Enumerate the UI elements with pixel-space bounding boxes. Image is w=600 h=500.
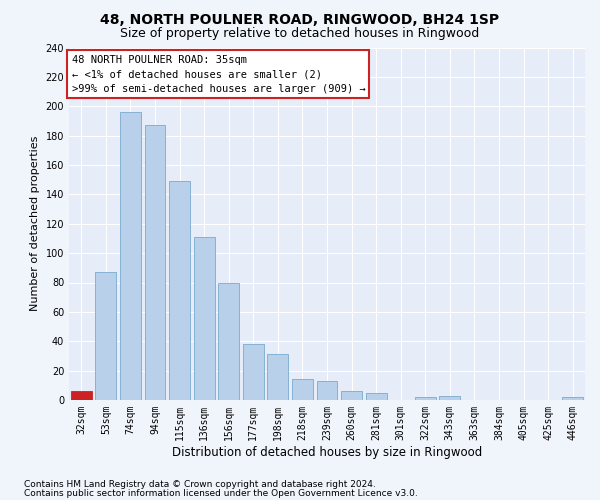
Bar [415, 397, 436, 400]
Bar [71, 391, 92, 400]
Text: 48 NORTH POULNER ROAD: 35sqm
← <1% of detached houses are smaller (2)
>99% of se: 48 NORTH POULNER ROAD: 35sqm ← <1% of de… [71, 54, 365, 94]
Bar [317, 381, 337, 400]
Text: Size of property relative to detached houses in Ringwood: Size of property relative to detached ho… [121, 28, 479, 40]
Bar [194, 237, 215, 400]
Bar [562, 397, 583, 400]
Bar [243, 344, 264, 400]
Bar [95, 272, 116, 400]
Bar [120, 112, 141, 400]
X-axis label: Distribution of detached houses by size in Ringwood: Distribution of detached houses by size … [172, 446, 482, 458]
Bar [292, 380, 313, 400]
Bar [365, 392, 386, 400]
Bar [145, 126, 166, 400]
Bar [169, 181, 190, 400]
Y-axis label: Number of detached properties: Number of detached properties [30, 136, 40, 312]
Bar [341, 391, 362, 400]
Text: Contains public sector information licensed under the Open Government Licence v3: Contains public sector information licen… [24, 488, 418, 498]
Bar [218, 282, 239, 400]
Text: 48, NORTH POULNER ROAD, RINGWOOD, BH24 1SP: 48, NORTH POULNER ROAD, RINGWOOD, BH24 1… [100, 12, 500, 26]
Bar [439, 396, 460, 400]
Bar [268, 354, 289, 400]
Text: Contains HM Land Registry data © Crown copyright and database right 2024.: Contains HM Land Registry data © Crown c… [24, 480, 376, 489]
